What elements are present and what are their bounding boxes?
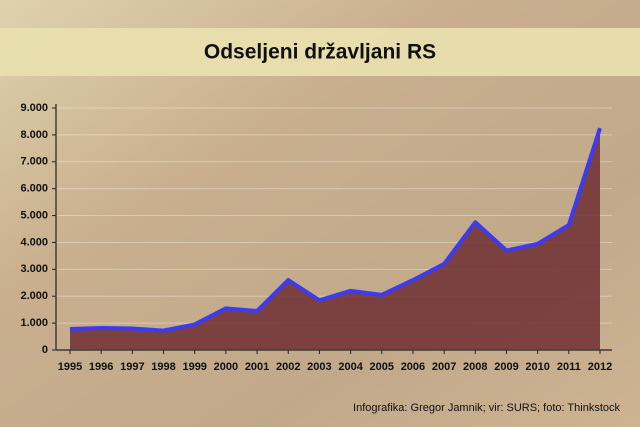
x-tick-label: 1995 <box>58 361 82 373</box>
y-tick-label: 8.000 <box>20 129 48 141</box>
x-tick-label: 2001 <box>245 361 269 373</box>
source-note: Infografika: Gregor Jamnik; vir: SURS; f… <box>353 402 620 414</box>
x-tick-label: 1996 <box>89 361 113 373</box>
y-tick-label: 3.000 <box>20 263 48 275</box>
chart-title: Odseljeni državljani RS <box>204 41 436 64</box>
x-tick-label: 2003 <box>307 361 331 373</box>
y-tick-label: 9.000 <box>20 102 48 114</box>
x-tick-label: 2008 <box>463 361 487 373</box>
x-tick-label: 2010 <box>525 361 549 373</box>
y-tick-label: 2.000 <box>20 290 48 302</box>
x-tick-label: 1997 <box>120 361 144 373</box>
x-tick-label: 2000 <box>214 361 238 373</box>
x-tick-label: 2012 <box>588 361 612 373</box>
x-tick-label: 1998 <box>151 361 175 373</box>
title-band <box>0 28 640 76</box>
y-tick-label: 5.000 <box>20 209 48 221</box>
y-tick-label: 7.000 <box>20 156 48 168</box>
x-tick-label: 1999 <box>182 361 206 373</box>
x-tick-label: 2002 <box>276 361 300 373</box>
y-tick-label: 0 <box>42 344 48 356</box>
y-tick-label: 4.000 <box>20 236 48 248</box>
x-tick-label: 2006 <box>401 361 425 373</box>
x-tick-label: 2007 <box>432 361 456 373</box>
area <box>70 128 600 350</box>
y-tick-label: 6.000 <box>20 183 48 195</box>
x-tick-label: 2011 <box>557 361 581 373</box>
line <box>69 127 602 333</box>
y-tick-label: 1.000 <box>20 317 48 329</box>
x-tick-label: 2005 <box>370 361 394 373</box>
x-tick-label: 2009 <box>494 361 518 373</box>
x-tick-label: 2004 <box>338 361 363 373</box>
